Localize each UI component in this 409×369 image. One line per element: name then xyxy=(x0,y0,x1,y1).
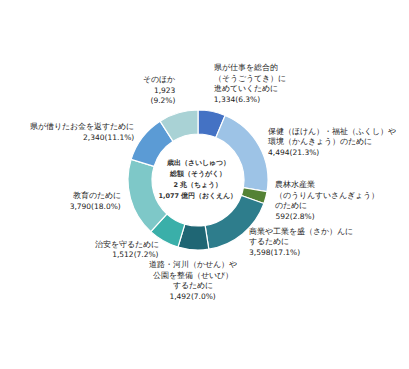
svg-text:治安を守るために1,512(7.2%): 治安を守るために1,512(7.2%) xyxy=(95,240,159,260)
svg-text:教育のために3,790(18.0%): 教育のために3,790(18.0%) xyxy=(70,191,121,211)
html-text:1,077 億円（おくえん）: 1,077 億円（おくえん） xyxy=(158,192,238,200)
html-text:総額（そうがく）: 総額（そうがく） xyxy=(170,170,226,178)
svg-text:農林水産業（のうりんすいさんぎょう）のために592(2.8%: 農林水産業（のうりんすいさんぎょう）のために592(2.8%) xyxy=(275,180,379,221)
svg-text:そのほか1,923(9.2%): そのほか1,923(9.2%) xyxy=(143,75,175,105)
svg-text:県が借りたお金を返すために2,340(11.1%): 県が借りたお金を返すために2,340(11.1%) xyxy=(30,122,134,142)
html-text:歳出（さいしゅつ）: 歳出（さいしゅつ） xyxy=(166,159,230,167)
svg-text:道路・河川（かせん）や公園を整備（せいび）するために1,49: 道路・河川（かせん）や公園を整備（せいび）するために1,492(7.0%) xyxy=(149,260,237,301)
html-text:2 兆（ちょう）: 2 兆（ちょう） xyxy=(173,181,223,189)
svg-text:県が仕事を総合的（そうごうてき）に進めていくために1,334: 県が仕事を総合的（そうごうてき）に進めていくために1,334(6.3%) xyxy=(214,63,286,104)
svg-text:商業や工業を盛（さか）んにするために3,598(17.1%): 商業や工業を盛（さか）んにするために3,598(17.1%) xyxy=(249,227,353,257)
svg-text:保健（ほけん）・福祉（ふくし）や環境（かんきょう）のために4: 保健（ほけん）・福祉（ふくし）や環境（かんきょう）のために4,494(21.3%… xyxy=(268,127,396,157)
